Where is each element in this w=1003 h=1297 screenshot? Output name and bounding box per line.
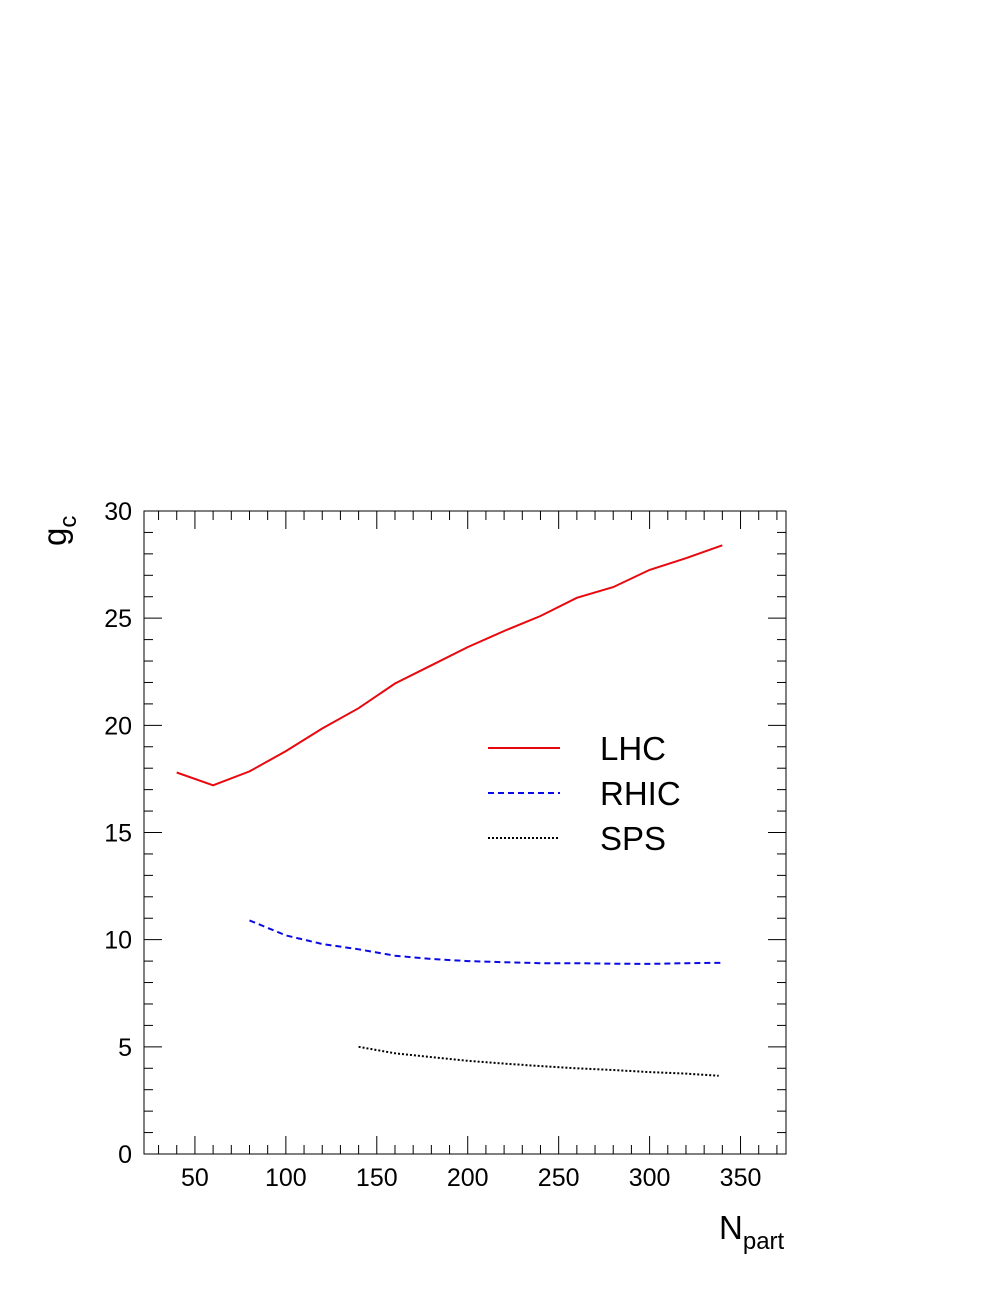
y-tick-label: 0: [118, 1141, 132, 1169]
x-axis-label-main: N: [719, 1209, 743, 1246]
x-tick-label: 150: [356, 1164, 398, 1192]
x-tick-label: 100: [265, 1164, 307, 1192]
legend: LHC RHIC SPS: [488, 730, 681, 857]
plot-frame: [143, 510, 787, 1155]
series-line-sps: [358, 1045, 719, 1077]
x-tick-label: 250: [538, 1164, 580, 1192]
y-tick-label: 25: [104, 605, 132, 633]
y-tick-label: 10: [104, 927, 132, 955]
legend-label-rhic: RHIC: [600, 775, 681, 812]
x-axis-label: Npart: [719, 1209, 785, 1255]
series-line-rhic: [249, 919, 723, 965]
legend-label-sps: SPS: [600, 820, 666, 857]
legend-label-lhc: LHC: [600, 730, 666, 767]
y-tick-label: 30: [104, 498, 132, 526]
y-axis-label: gc: [36, 516, 82, 546]
y-tick-label: 15: [104, 820, 132, 848]
x-tick-label: 300: [629, 1164, 671, 1192]
y-tick-label: 20: [104, 712, 132, 740]
y-axis-label-sub: c: [55, 516, 82, 528]
x-tick-label: 350: [720, 1164, 762, 1192]
series-line-lhc: [176, 544, 723, 787]
x-axis-label-sub: part: [743, 1228, 785, 1255]
x-tick-label: 50: [181, 1164, 209, 1192]
y-axis-label-main: g: [36, 528, 73, 546]
y-tick-label: 5: [118, 1034, 132, 1062]
axes: 50 100 150 200 250 300 350 0 5 10 15 20 25 30: [104, 498, 787, 1192]
plot-lines: [176, 544, 723, 1077]
x-tick-label: 200: [447, 1164, 489, 1192]
